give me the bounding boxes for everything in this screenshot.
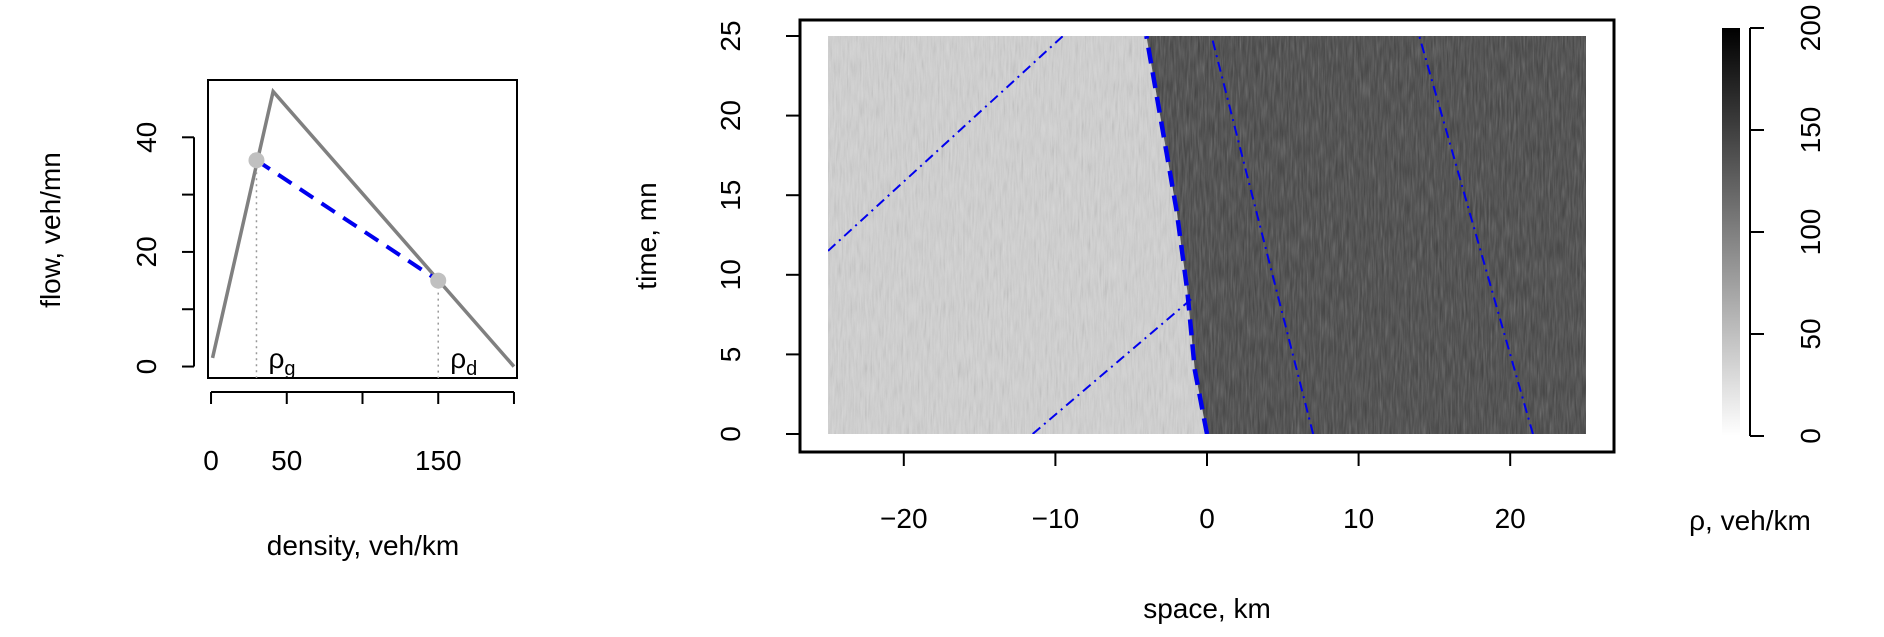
heatmap-y-tick-label: 10	[715, 259, 746, 290]
heatmap-x-axis: −20 −10 0 10 20	[880, 451, 1526, 534]
colorbar-tick-label: 150	[1795, 107, 1826, 154]
colorbar-tick-label: 100	[1795, 209, 1826, 256]
fd-flow-curve	[210, 87, 516, 368]
heatmap-y-tick-label: 15	[715, 180, 746, 211]
fd-x-tick-label: 0	[203, 445, 219, 476]
fd-x-axis-label: density, veh/km	[267, 530, 459, 561]
heatmap-y-tick-label: 20	[715, 100, 746, 131]
heatmap-y-axis-label: time, mn	[631, 182, 662, 289]
heatmap-y-tick-label: 0	[715, 426, 746, 442]
colorbar-tick-label: 200	[1795, 5, 1826, 52]
fd-marker-label: ρd	[450, 343, 477, 380]
colorbar-tick-label: 50	[1795, 318, 1826, 349]
spacetime-heatmap-panel: −20 −10 0 10 20 0 5 10 15 20 25 space, km time, m…	[631, 18, 1616, 624]
fd-plot-frame	[207, 79, 518, 379]
fd-series-layer	[210, 87, 516, 368]
fundamental-diagram-panel: 0 50 150 0 20 40 ρg ρd density, veh/km flow, …	[35, 79, 518, 561]
heatmap-y-tick-label: 25	[715, 20, 746, 51]
colorbar-gradient	[1722, 28, 1740, 436]
fd-marker-rho-d	[430, 272, 447, 289]
heatmap-y-tick-label: 5	[715, 347, 746, 363]
colorbar-panel: 0 50 100 150 200 ρ, veh/km	[1689, 5, 1826, 536]
heatmap-x-tick-label: −10	[1032, 503, 1080, 534]
fd-x-axis: 0 50 150	[203, 391, 515, 476]
fd-x-tick-label: 150	[415, 445, 462, 476]
colorbar-axis: 0 50 100 150 200	[1749, 5, 1826, 444]
fd-y-axis-label: flow, veh/mn	[35, 152, 66, 308]
colorbar-label: ρ, veh/km	[1689, 505, 1811, 536]
fd-y-tick-label: 20	[131, 236, 162, 267]
heatmap-x-tick-label: 0	[1199, 503, 1215, 534]
fd-chord-line	[255, 158, 440, 283]
heatmap-wave-lines	[828, 36, 1534, 434]
fd-y-axis: 0 20 40	[131, 122, 195, 375]
heatmap-shock-line	[1144, 36, 1210, 434]
heatmap-y-axis: 0 5 10 15 20 25	[715, 20, 801, 442]
heatmap-characteristic-line	[1032, 297, 1193, 434]
heatmap-x-tick-label: 10	[1343, 503, 1374, 534]
fd-marker-label: ρg	[268, 343, 295, 380]
fd-y-tick-label: 0	[131, 359, 162, 375]
heatmap-characteristic-line	[1418, 36, 1534, 434]
heatmap-characteristic-line	[828, 36, 1064, 252]
heatmap-x-tick-label: −20	[880, 503, 928, 534]
heatmap-density-regions	[828, 36, 1586, 434]
heatmap-texture	[828, 36, 1586, 434]
fd-markers-layer: ρg ρd	[248, 152, 477, 380]
heatmap-characteristic-line	[1210, 36, 1315, 434]
colorbar-tick-label: 0	[1795, 428, 1826, 444]
fd-x-tick-label: 50	[271, 445, 302, 476]
fd-y-tick-label: 40	[131, 122, 162, 153]
heatmap-x-tick-label: 20	[1495, 503, 1526, 534]
fd-marker-rho-g	[248, 152, 265, 169]
heatmap-x-axis-label: space, km	[1143, 593, 1271, 624]
